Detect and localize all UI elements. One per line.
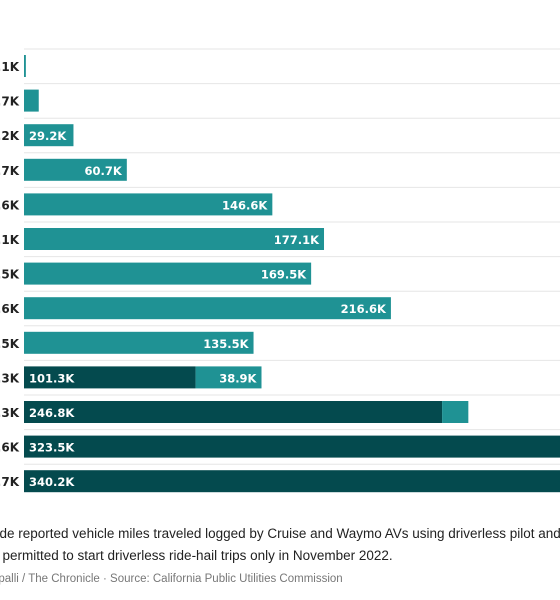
row-total-label: 340.7K bbox=[0, 475, 20, 489]
bar-teal-segment bbox=[442, 401, 469, 423]
bar-value-label: 101.3K bbox=[29, 371, 75, 385]
bar-dark-segment bbox=[24, 435, 560, 458]
row-total-label: 1.1K bbox=[0, 60, 20, 74]
footnote-line-2: s permitted to start driverless ride-hai… bbox=[0, 548, 393, 563]
bar-value-label: 146.6K bbox=[222, 198, 268, 212]
row-total-label: 216.6K bbox=[0, 302, 20, 316]
bar-teal-segment bbox=[24, 228, 325, 250]
row-total-label: 29.2K bbox=[0, 129, 20, 143]
bar-dark-segment bbox=[24, 470, 560, 493]
bar-value-label: 169.5K bbox=[261, 268, 307, 282]
bar-value-label: 135.5K bbox=[203, 337, 249, 351]
bar-value-label: 340.2K bbox=[29, 475, 75, 489]
bar-teal-segment bbox=[195, 366, 262, 389]
bar-value-label: 216.6K bbox=[341, 302, 387, 316]
row-total-label: 177.1K bbox=[0, 233, 20, 247]
row-total-label: 8.7K bbox=[0, 95, 20, 109]
bar-teal-segment bbox=[24, 193, 273, 216]
row-total-label: 146.6K bbox=[0, 198, 20, 212]
bar-value-label: 323.5K bbox=[29, 441, 75, 455]
row-total-label: 169.5K bbox=[0, 268, 20, 282]
bar-value-label: 246.8K bbox=[29, 406, 75, 420]
bar-value-label: 38.9K bbox=[219, 371, 257, 385]
row-total-label: 140.3K bbox=[0, 371, 20, 385]
bar-teal-segment bbox=[24, 297, 391, 320]
source-credit: apalli / The Chronicle · Source: Califor… bbox=[0, 573, 343, 585]
bar-teal-segment bbox=[24, 55, 26, 77]
row-total-label: 60.7K bbox=[0, 164, 20, 178]
bar-value-label: 29.2K bbox=[29, 129, 67, 143]
footnote-line-1: ude reported vehicle miles traveled logg… bbox=[0, 526, 560, 541]
bar-teal-segment bbox=[24, 124, 74, 147]
row-total-label: 135.5K bbox=[0, 337, 20, 351]
bar-teal-segment bbox=[24, 89, 39, 112]
bar-teal-segment bbox=[24, 262, 312, 285]
bar-dark-segment bbox=[24, 401, 443, 423]
bar-value-label: 60.7K bbox=[85, 164, 123, 178]
stacked-bar-chart: 1.1K 8.7K 29.2K 29.2K 60.7K 60.7K 146.6K 146.6K… bbox=[0, 48, 560, 493]
bar-dark-segment bbox=[24, 366, 196, 389]
row-total-label: 323.6K bbox=[0, 441, 20, 455]
bar-teal-segment bbox=[24, 158, 127, 181]
row-total-label: 262.3K bbox=[0, 406, 20, 420]
bar-teal-segment bbox=[24, 331, 254, 354]
bar-value-label: 177.1K bbox=[274, 233, 320, 247]
